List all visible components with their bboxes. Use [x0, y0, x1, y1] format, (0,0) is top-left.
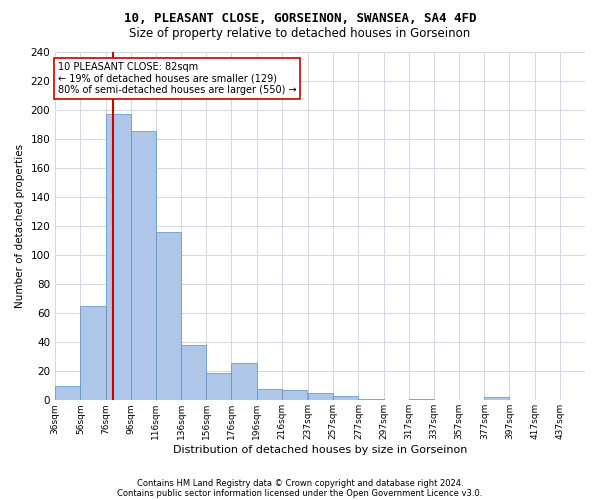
- Bar: [206, 372, 232, 400]
- Bar: [232, 362, 257, 401]
- Bar: [358, 399, 383, 400]
- Text: Contains HM Land Registry data © Crown copyright and database right 2024.: Contains HM Land Registry data © Crown c…: [137, 478, 463, 488]
- Text: Contains public sector information licensed under the Open Government Licence v3: Contains public sector information licen…: [118, 488, 482, 498]
- Text: Size of property relative to detached houses in Gorseinon: Size of property relative to detached ho…: [130, 28, 470, 40]
- Bar: [333, 396, 358, 400]
- Bar: [308, 393, 333, 400]
- Text: 10 PLEASANT CLOSE: 82sqm
← 19% of detached houses are smaller (129)
80% of semi-: 10 PLEASANT CLOSE: 82sqm ← 19% of detach…: [58, 62, 296, 95]
- Bar: [484, 398, 509, 400]
- X-axis label: Distribution of detached houses by size in Gorseinon: Distribution of detached houses by size …: [173, 445, 467, 455]
- Bar: [156, 232, 181, 400]
- Bar: [257, 388, 281, 400]
- Bar: [281, 390, 307, 400]
- Y-axis label: Number of detached properties: Number of detached properties: [15, 144, 25, 308]
- Bar: [80, 306, 106, 400]
- Text: 10, PLEASANT CLOSE, GORSEINON, SWANSEA, SA4 4FD: 10, PLEASANT CLOSE, GORSEINON, SWANSEA, …: [124, 12, 476, 26]
- Bar: [55, 386, 80, 400]
- Bar: [181, 345, 206, 401]
- Bar: [131, 132, 156, 400]
- Bar: [106, 114, 131, 401]
- Bar: [409, 399, 434, 400]
